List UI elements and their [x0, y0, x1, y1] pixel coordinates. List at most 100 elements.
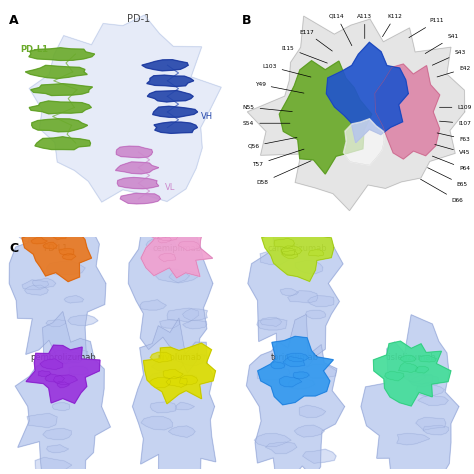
- Polygon shape: [29, 48, 95, 60]
- Polygon shape: [33, 278, 56, 288]
- Polygon shape: [25, 65, 87, 78]
- Polygon shape: [262, 222, 334, 282]
- Text: I115: I115: [282, 46, 328, 63]
- Polygon shape: [19, 230, 57, 244]
- Polygon shape: [116, 146, 153, 158]
- Polygon shape: [154, 122, 198, 133]
- Polygon shape: [128, 191, 213, 373]
- Polygon shape: [141, 416, 173, 430]
- Polygon shape: [133, 318, 216, 474]
- Polygon shape: [274, 238, 294, 248]
- Polygon shape: [45, 374, 64, 382]
- Polygon shape: [25, 285, 48, 295]
- Polygon shape: [153, 106, 198, 117]
- Text: Q56: Q56: [247, 137, 297, 148]
- Polygon shape: [419, 356, 436, 362]
- Polygon shape: [271, 362, 285, 369]
- Polygon shape: [68, 315, 98, 325]
- Polygon shape: [260, 318, 282, 327]
- Polygon shape: [155, 269, 190, 283]
- Polygon shape: [247, 16, 465, 210]
- Polygon shape: [150, 352, 171, 362]
- Text: P111: P111: [409, 18, 444, 37]
- Polygon shape: [306, 310, 326, 319]
- Polygon shape: [22, 280, 48, 290]
- Polygon shape: [69, 366, 88, 375]
- Polygon shape: [43, 428, 71, 439]
- Polygon shape: [281, 248, 296, 255]
- Polygon shape: [416, 418, 446, 430]
- Text: camrelizumab: camrelizumab: [268, 244, 327, 253]
- Text: E117: E117: [299, 30, 332, 51]
- Polygon shape: [279, 376, 301, 387]
- Polygon shape: [62, 350, 88, 362]
- Polygon shape: [149, 378, 171, 388]
- Text: PD-1: PD-1: [127, 14, 150, 24]
- Polygon shape: [160, 319, 180, 328]
- Polygon shape: [257, 368, 290, 380]
- Polygon shape: [32, 119, 88, 132]
- Polygon shape: [294, 425, 324, 437]
- Polygon shape: [326, 42, 408, 143]
- Text: S41: S41: [425, 34, 458, 54]
- Polygon shape: [302, 449, 336, 463]
- Polygon shape: [27, 413, 57, 428]
- Polygon shape: [260, 251, 292, 265]
- Polygon shape: [59, 248, 74, 255]
- Polygon shape: [416, 366, 428, 373]
- Polygon shape: [258, 337, 333, 405]
- Polygon shape: [29, 101, 91, 114]
- Polygon shape: [418, 395, 448, 405]
- Polygon shape: [46, 320, 66, 327]
- Polygon shape: [265, 442, 297, 454]
- Polygon shape: [46, 261, 85, 275]
- Polygon shape: [246, 315, 345, 474]
- Polygon shape: [147, 228, 169, 239]
- Text: T57: T57: [252, 149, 304, 167]
- Polygon shape: [404, 373, 426, 382]
- Polygon shape: [293, 372, 309, 379]
- Polygon shape: [174, 354, 205, 365]
- Polygon shape: [257, 319, 287, 330]
- Text: L109: L109: [439, 105, 472, 110]
- Polygon shape: [374, 341, 451, 406]
- Polygon shape: [287, 353, 309, 362]
- Text: VL: VL: [165, 183, 175, 192]
- Polygon shape: [26, 345, 100, 403]
- Polygon shape: [52, 233, 66, 239]
- Polygon shape: [158, 232, 178, 241]
- Polygon shape: [147, 75, 194, 86]
- Polygon shape: [169, 271, 198, 283]
- Polygon shape: [175, 402, 194, 410]
- Polygon shape: [38, 371, 51, 376]
- Polygon shape: [35, 137, 91, 150]
- Polygon shape: [22, 219, 91, 282]
- Text: Q114: Q114: [329, 14, 352, 46]
- Polygon shape: [182, 320, 207, 329]
- Polygon shape: [120, 193, 160, 204]
- Text: S54: S54: [243, 121, 290, 126]
- Polygon shape: [375, 64, 440, 159]
- Polygon shape: [182, 309, 207, 320]
- Polygon shape: [279, 61, 372, 174]
- Polygon shape: [282, 250, 298, 258]
- Polygon shape: [9, 203, 106, 364]
- Polygon shape: [283, 356, 304, 366]
- Polygon shape: [54, 375, 77, 384]
- Text: nivolumab: nivolumab: [157, 353, 201, 362]
- Polygon shape: [400, 356, 416, 362]
- Text: VH: VH: [201, 112, 213, 121]
- Polygon shape: [288, 291, 318, 303]
- Polygon shape: [64, 296, 83, 303]
- Polygon shape: [280, 289, 298, 295]
- Text: A113: A113: [357, 14, 372, 38]
- Text: P64: P64: [432, 156, 470, 171]
- Polygon shape: [31, 84, 92, 96]
- Polygon shape: [299, 405, 326, 418]
- Polygon shape: [180, 375, 198, 384]
- Polygon shape: [142, 60, 188, 71]
- Polygon shape: [144, 343, 216, 404]
- Polygon shape: [47, 350, 83, 364]
- Text: E65: E65: [428, 168, 468, 187]
- Polygon shape: [152, 360, 183, 372]
